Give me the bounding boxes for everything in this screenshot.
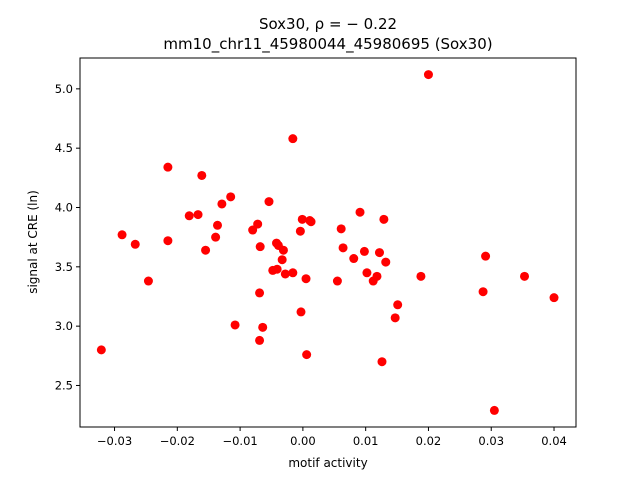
data-point — [301, 274, 311, 284]
data-point — [211, 232, 221, 242]
x-tick-label: −0.03 — [97, 434, 132, 448]
data-point — [277, 255, 287, 265]
chart-title-line1: Sox30, ρ = − 0.22 — [259, 15, 397, 33]
data-point — [295, 226, 305, 236]
x-axis-label: motif activity — [288, 456, 367, 470]
data-point — [280, 269, 290, 279]
chart-title-line2: mm10_chr11_45980044_45980695 (Sox30) — [163, 35, 492, 54]
data-point — [212, 220, 222, 230]
data-point — [96, 345, 106, 355]
data-point — [306, 217, 316, 227]
data-point — [377, 357, 387, 367]
data-point — [201, 245, 211, 255]
x-tick-label: 0.02 — [416, 434, 442, 448]
x-tick-label: −0.02 — [160, 434, 195, 448]
data-point — [163, 236, 173, 246]
y-tick-label: 3.5 — [55, 260, 73, 274]
data-point — [197, 170, 207, 180]
data-points — [96, 70, 559, 415]
x-tick-label: 0.03 — [478, 434, 504, 448]
data-point — [255, 288, 265, 298]
plot-area-frame — [79, 57, 577, 428]
y-tick-label: 5.0 — [55, 82, 73, 96]
data-point — [338, 243, 348, 253]
x-axis-ticks: −0.03 −0.02 −0.01 0.00 0.01 0.02 0.03 0.04 — [97, 427, 567, 448]
data-point — [248, 225, 258, 235]
data-point — [130, 239, 140, 249]
data-point — [297, 214, 307, 224]
data-point — [272, 264, 282, 274]
x-tick-label: 0.04 — [541, 434, 567, 448]
x-tick-label: −0.01 — [222, 434, 257, 448]
data-point — [163, 162, 173, 172]
data-point — [362, 268, 372, 278]
data-point — [230, 320, 240, 330]
data-point — [253, 219, 263, 229]
y-tick-label: 4.5 — [55, 141, 73, 155]
data-point — [349, 254, 359, 264]
data-point — [296, 307, 306, 317]
data-point — [193, 210, 203, 220]
data-point — [478, 287, 488, 297]
data-point — [288, 134, 298, 144]
y-tick-label: 2.5 — [55, 378, 73, 392]
data-point — [549, 293, 559, 303]
data-point — [359, 246, 369, 256]
data-point — [255, 335, 265, 345]
data-point — [184, 211, 194, 221]
data-point — [226, 192, 236, 202]
data-point — [489, 405, 499, 415]
data-point — [332, 276, 342, 286]
data-point — [374, 248, 384, 258]
data-point — [390, 313, 400, 323]
data-point — [336, 224, 346, 234]
data-point — [288, 268, 298, 278]
data-point — [372, 271, 382, 281]
data-point — [355, 207, 365, 217]
data-point — [481, 251, 491, 261]
data-point — [416, 271, 426, 281]
data-point — [264, 197, 274, 207]
data-point — [423, 70, 433, 80]
data-point — [258, 322, 268, 332]
y-tick-label: 4.0 — [55, 200, 73, 214]
data-point — [381, 257, 391, 267]
data-point — [520, 271, 530, 281]
x-tick-label: 0.01 — [353, 434, 379, 448]
data-point — [117, 230, 127, 240]
data-point — [255, 242, 265, 252]
data-point — [217, 199, 227, 209]
data-point — [143, 276, 153, 286]
y-axis-ticks: 2.5 3.0 3.5 4.0 4.5 5.0 — [55, 82, 80, 392]
x-tick-label: 0.00 — [290, 434, 316, 448]
y-axis-label: signal at CRE (ln) — [26, 190, 40, 294]
data-point — [302, 350, 312, 360]
data-point — [278, 245, 288, 255]
y-tick-label: 3.0 — [55, 319, 73, 333]
data-point — [379, 214, 389, 224]
data-point — [393, 300, 403, 310]
